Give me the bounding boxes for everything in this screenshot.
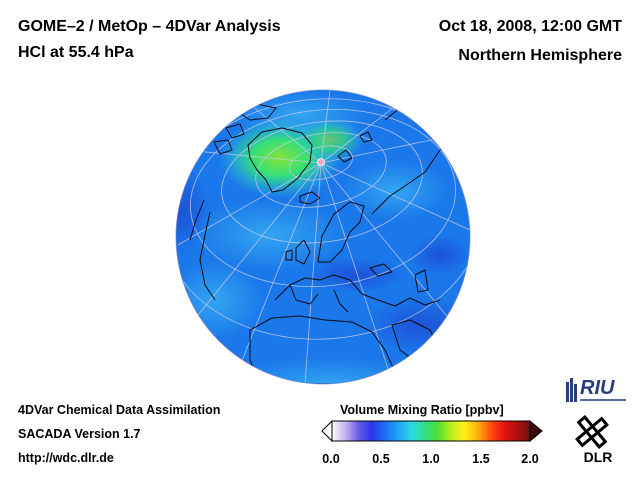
footer-method-label: 4DVar Chemical Data Assimilation	[18, 403, 221, 417]
hemisphere-label: Northern Hemisphere	[458, 47, 622, 64]
colorbar-tick-label: 0.5	[372, 452, 390, 466]
globe-field	[176, 90, 470, 384]
date-label: Oct 18, 2008, 12:00 GMT	[438, 18, 622, 35]
coastlines	[189, 103, 466, 384]
north-pole-marker	[317, 158, 325, 166]
colorbar-right-arrow	[529, 419, 543, 443]
colorbar-tick-label: 2.0	[521, 452, 539, 466]
colorbar-left-arrow	[321, 419, 333, 443]
colorbar-gradient	[331, 420, 531, 442]
dlr-logo-text: DLR	[584, 449, 613, 465]
colorbar-tick-label: 1.5	[472, 452, 490, 466]
colorbar-tick-label: 0.0	[322, 452, 340, 466]
globe-rim	[175, 89, 471, 385]
footer-url-label: http://wdc.dlr.de	[18, 451, 114, 465]
riu-logo-text: RIU	[580, 377, 615, 399]
colorbar-title: Volume Mixing Ratio [ppbv]	[340, 403, 504, 417]
title-line-1: GOME–2 / MetOp – 4DVar Analysis	[18, 18, 281, 35]
dlr-logo: DLR	[575, 415, 613, 465]
riu-logo: RIU	[566, 377, 626, 402]
title-line-2: HCl at 55.4 hPa	[18, 44, 134, 61]
footer-version-label: SACADA Version 1.7	[18, 427, 141, 441]
colorbar	[321, 419, 543, 443]
colorbar-tick-label: 1.0	[422, 452, 440, 466]
